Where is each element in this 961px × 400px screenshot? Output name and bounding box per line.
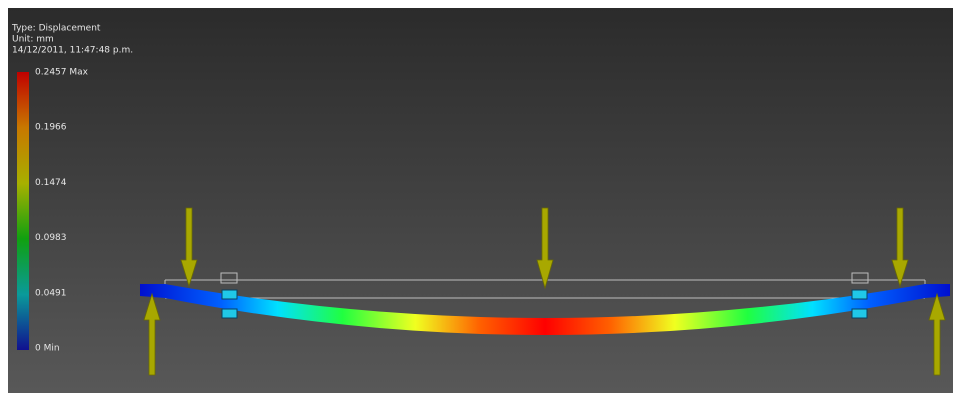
scale-label: 0.2457 Max: [35, 68, 89, 78]
scale-label: 0.1966: [35, 123, 67, 133]
viewport: Type: Displacement Unit: mm 14/12/2011, …: [0, 0, 961, 400]
scale-label: 0 Min: [35, 344, 60, 354]
legend-type: Type: Displacement: [11, 24, 101, 34]
legend-unit: Unit: mm: [12, 35, 54, 45]
scale-label: 0.1474: [35, 178, 67, 188]
scale-label: 0.0983: [35, 233, 67, 243]
color-bar: [17, 72, 29, 350]
legend-timestamp: 14/12/2011, 11:47:48 p.m.: [12, 46, 133, 56]
page: {"legend": {"type": "Type: Displacement"…: [0, 0, 961, 400]
scale-label: 0.0491: [35, 288, 67, 298]
